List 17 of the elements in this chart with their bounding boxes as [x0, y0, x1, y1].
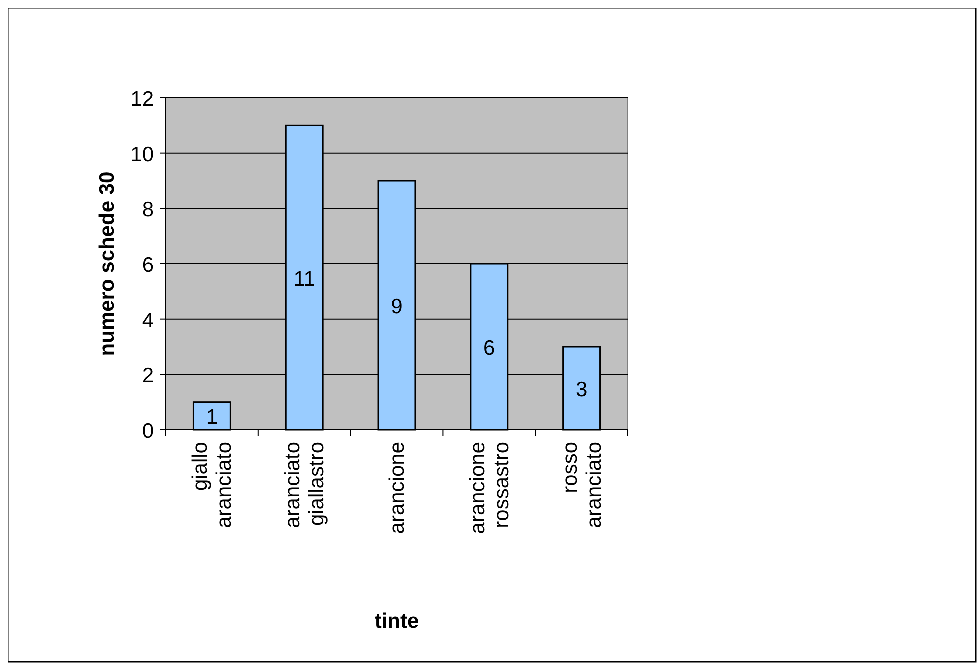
data-label: 3 — [576, 378, 588, 402]
y-tick-label: 10 — [130, 143, 154, 166]
y-tick-label: 12 — [130, 88, 154, 111]
y-tick-label: 8 — [142, 198, 154, 222]
y-tick-label: 0 — [142, 420, 154, 443]
data-label: 9 — [391, 296, 403, 318]
data-label: 11 — [294, 268, 316, 291]
x-tick-label: arancione — [386, 442, 409, 534]
x-axis-title: tinte — [374, 610, 420, 633]
data-label: 6 — [484, 337, 496, 360]
y-tick-label: 4 — [142, 309, 154, 332]
y-tick-label: 2 — [142, 364, 154, 388]
y-tick-label: 6 — [142, 254, 154, 277]
y-axis-title: numero schede 30 — [96, 172, 119, 356]
data-label: 1 — [206, 406, 218, 430]
x-tick-label: giallo aranciato — [189, 442, 236, 528]
bar — [192, 402, 232, 431]
